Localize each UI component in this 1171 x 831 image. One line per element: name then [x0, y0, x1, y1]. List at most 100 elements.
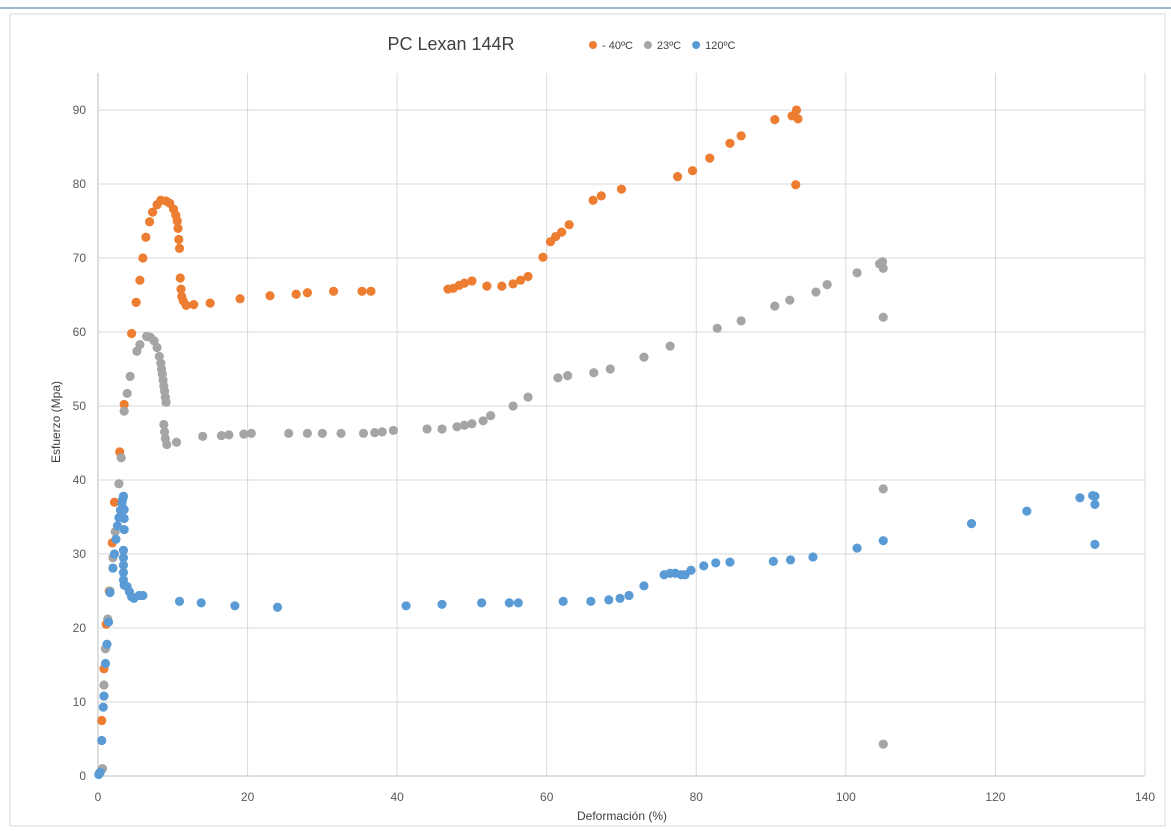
data-point: [99, 680, 109, 690]
data-point: [966, 519, 977, 529]
data-point: [138, 590, 148, 601]
data-point: [686, 565, 696, 575]
data-point: [665, 341, 675, 351]
data-point: [118, 560, 129, 570]
data-point: [377, 427, 387, 437]
data-point: [589, 368, 599, 378]
x-tick-label: 100: [836, 790, 856, 804]
data-point: [605, 364, 615, 374]
data-point: [523, 392, 533, 402]
data-point: [725, 557, 735, 567]
data-point: [878, 312, 888, 322]
data-point: [553, 373, 563, 383]
data-point: [239, 429, 249, 439]
data-point: [161, 397, 171, 407]
y-tick-label: 90: [73, 103, 87, 117]
x-tick-label: 120: [985, 790, 1005, 804]
axes: [97, 73, 1145, 777]
data-point: [102, 639, 112, 649]
data-point: [538, 252, 548, 262]
data-point: [118, 491, 129, 501]
data-point: [711, 558, 721, 568]
data-point: [822, 280, 832, 290]
data-point: [478, 416, 488, 426]
data-point: [366, 286, 376, 296]
data-point: [508, 401, 518, 411]
data-point: [791, 180, 801, 190]
data-point: [216, 431, 226, 441]
data-point: [725, 138, 735, 148]
y-tick-label: 80: [73, 177, 87, 191]
data-point: [198, 431, 208, 441]
data-point: [563, 371, 573, 381]
legend-marker-1: [643, 41, 652, 49]
data-point: [119, 524, 129, 535]
data-point: [588, 195, 598, 205]
data-point: [523, 271, 533, 282]
data-point: [127, 328, 137, 339]
legend: - 40ºC 23ºC 120ºC: [589, 40, 735, 52]
data-point: [189, 300, 199, 310]
data-point: [564, 220, 574, 230]
data-point: [103, 617, 114, 627]
x-tick-label: 80: [690, 790, 704, 804]
data-point: [1090, 499, 1100, 510]
data-point: [1022, 506, 1032, 516]
data-point: [705, 153, 715, 163]
data-point: [639, 352, 649, 362]
data-point: [437, 424, 447, 434]
data-point: [878, 484, 888, 494]
x-tick-label: 140: [1135, 790, 1155, 804]
data-point: [467, 419, 477, 429]
y-tick-label: 40: [73, 473, 87, 487]
y-tick-label: 20: [73, 621, 87, 635]
data-point: [687, 166, 698, 176]
data-point: [246, 428, 256, 438]
legend-label-2: 120ºC: [705, 40, 735, 52]
data-point: [878, 739, 888, 749]
data-point: [770, 301, 780, 311]
data-point: [604, 595, 614, 605]
data-point: [196, 598, 206, 608]
data-point: [437, 599, 447, 609]
data-point: [159, 419, 169, 430]
data-point: [95, 767, 105, 777]
data-point: [173, 223, 183, 233]
series-1: [94, 257, 888, 778]
legend-marker-0: [589, 41, 597, 49]
data-point: [162, 439, 172, 450]
x-tick-labels: 0 20 40 60 80 100 120 140: [95, 790, 1156, 804]
x-tick-label: 0: [95, 790, 102, 804]
data-point: [699, 561, 709, 571]
data-point: [135, 275, 145, 285]
data-point: [357, 286, 367, 296]
data-point: [181, 300, 191, 310]
data-point: [459, 278, 470, 288]
data-point: [302, 428, 312, 438]
x-tick-label: 20: [241, 790, 255, 804]
y-axis-title: Esfuerzo (Mpa): [49, 381, 63, 463]
data-point: [508, 279, 518, 289]
data-point: [504, 598, 514, 608]
data-point: [852, 543, 862, 553]
data-point: [616, 184, 627, 194]
data-point: [119, 406, 129, 416]
data-point: [557, 227, 567, 237]
data-point: [370, 428, 380, 438]
data-point: [99, 691, 109, 701]
data-point: [770, 115, 780, 125]
data-point: [235, 294, 245, 304]
gridlines: [98, 73, 1146, 776]
data-point: [401, 601, 411, 611]
data-point: [497, 281, 507, 291]
data-point: [513, 598, 523, 608]
data-point: [265, 291, 275, 301]
data-point: [284, 428, 294, 438]
data-point: [477, 598, 487, 608]
legend-marker-2: [692, 41, 701, 49]
data-point: [768, 556, 778, 567]
legend-label-1: 23ºC: [657, 40, 681, 52]
data-point: [459, 420, 470, 430]
data-points: [94, 105, 1100, 780]
